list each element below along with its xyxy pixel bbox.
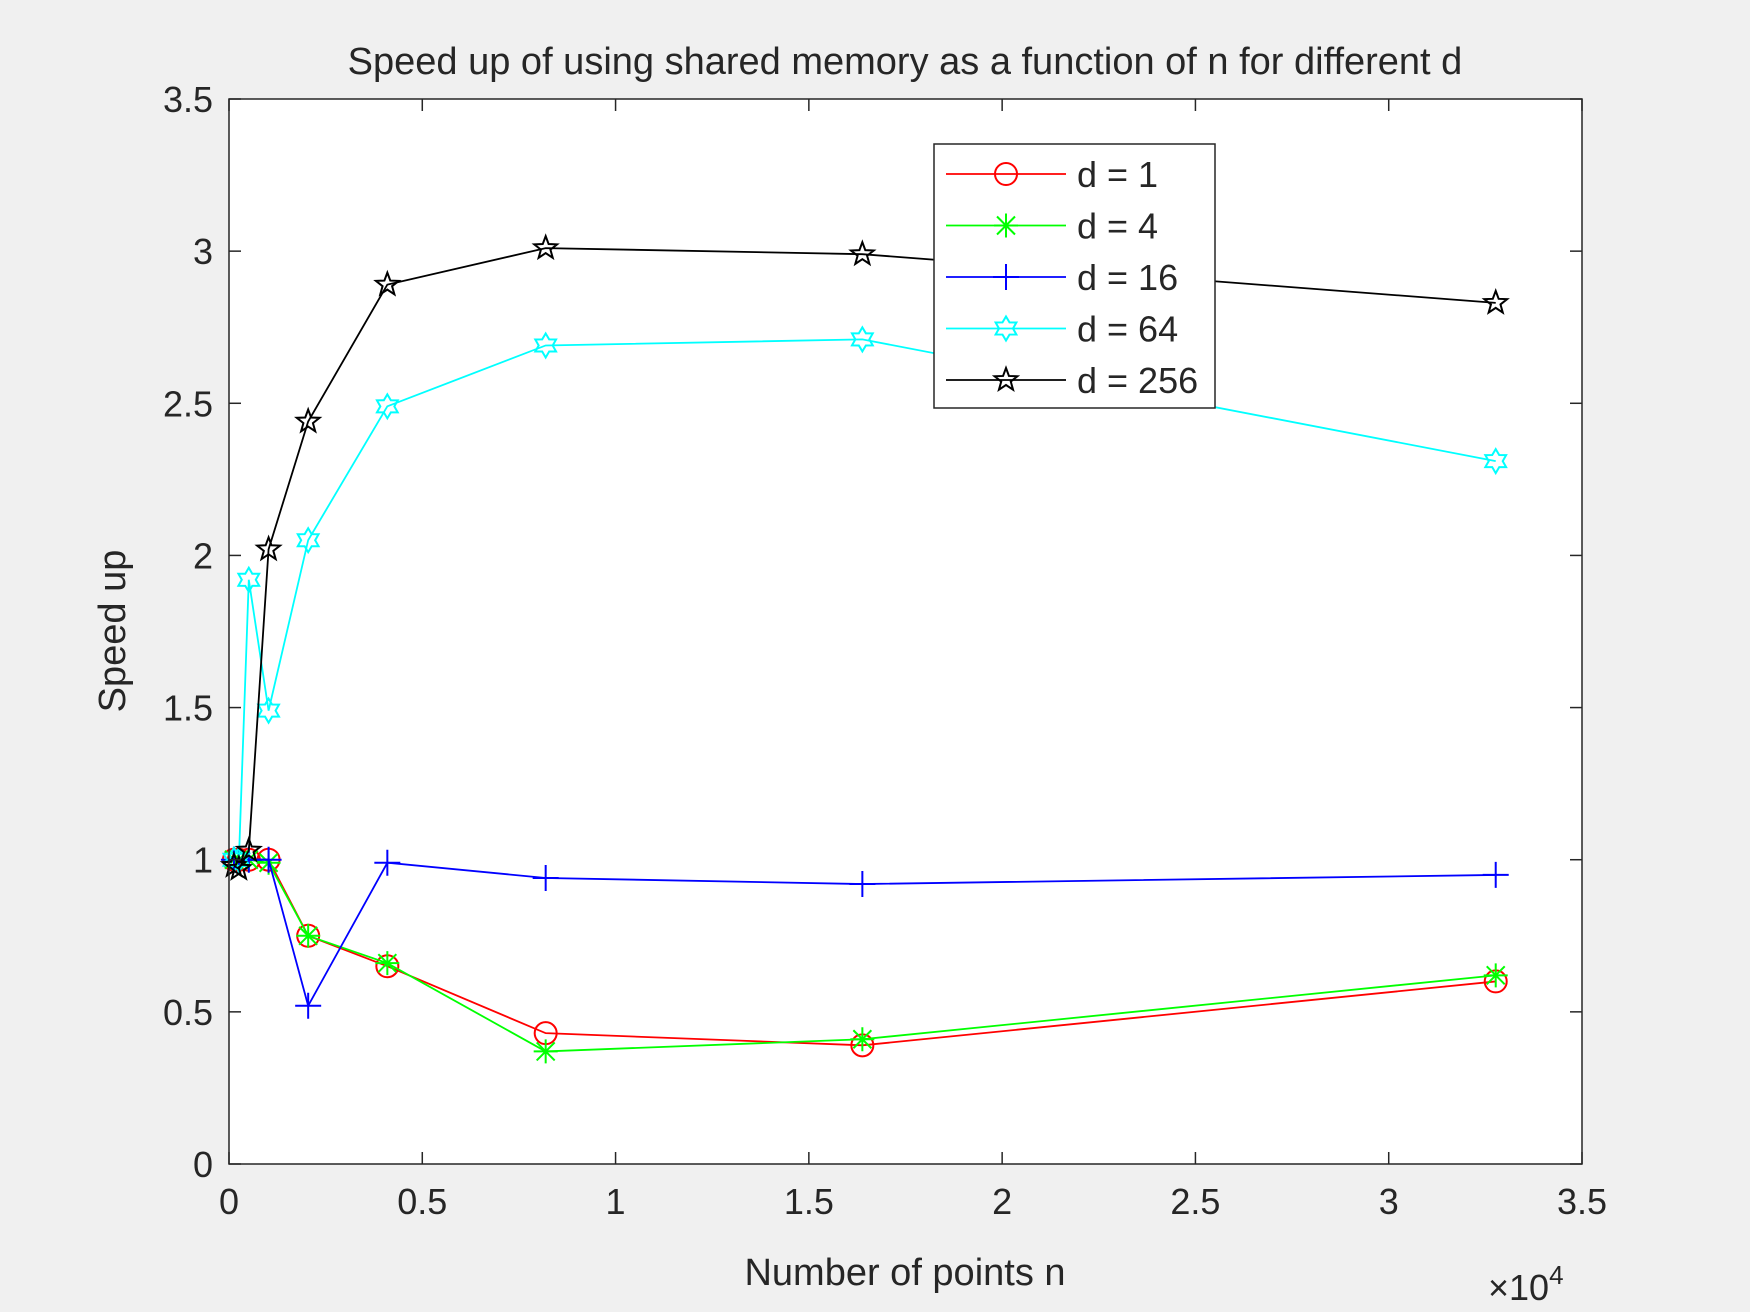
legend-item: d = 64: [946, 309, 1178, 350]
data-point: [1483, 963, 1508, 988]
y-tick-label: 2: [193, 535, 213, 576]
data-point: [532, 864, 559, 891]
data-point: [294, 406, 323, 434]
x-axis-label: Number of points n: [744, 1252, 1065, 1294]
legend-box: [933, 143, 1216, 409]
x-tick-label: 0: [219, 1181, 239, 1222]
data-point: [373, 269, 402, 297]
legend-label: d = 64: [1077, 309, 1178, 350]
data-point: [375, 392, 400, 421]
data-point: [849, 871, 876, 898]
y-tick-label: 2.5: [163, 383, 213, 424]
y-axis-label: Speed up: [92, 550, 134, 713]
data-point: [850, 325, 875, 354]
data-point: [1483, 447, 1508, 476]
data-point: [375, 951, 400, 976]
data-point: [1481, 287, 1510, 315]
data-point: [533, 1039, 558, 1064]
plot-area: [229, 99, 1582, 1164]
y-tick-label: 3: [193, 231, 213, 272]
y-tick-label: 0.5: [163, 992, 213, 1033]
legend: d = 1 d = 4 d = 16 d = 64 d = 256: [933, 143, 1216, 409]
y-tick-label: 1: [193, 840, 213, 881]
data-point: [533, 331, 558, 360]
legend-item: d = 16: [946, 257, 1178, 298]
x-axis-exponent-base: ×10: [1488, 1267, 1549, 1308]
legend-item: d = 1: [946, 154, 1158, 195]
x-axis-exponent-power: 4: [1549, 1260, 1563, 1290]
data-point: [255, 846, 282, 873]
series-layer: [219, 233, 1510, 1064]
data-point: [224, 853, 254, 881]
axes-layer: 0 0.5 1 1.5 2 2.5 3 3.5 0 0.5 1 1.5 2 2.5 3 3.5: [163, 79, 1607, 1222]
data-point: [296, 923, 321, 948]
legend-item: d = 256: [946, 360, 1198, 401]
data-point: [1482, 861, 1509, 888]
x-tick-label: 0.5: [397, 1181, 447, 1222]
legend-marker: [991, 365, 1021, 393]
legend-marker: [994, 162, 1018, 186]
chart-title: Speed up of using shared memory as a fun…: [348, 41, 1463, 83]
data-point: [254, 534, 283, 562]
x-tick-label: 2: [992, 1181, 1012, 1222]
legend-label: d = 16: [1077, 257, 1178, 298]
series-5: [219, 233, 1510, 881]
data-point: [531, 233, 560, 261]
data-point: [236, 565, 261, 594]
legend-item: d = 4: [946, 206, 1158, 247]
legend-label: d = 256: [1077, 360, 1198, 401]
x-tick-label: 2.5: [1170, 1181, 1220, 1222]
data-point: [234, 835, 263, 863]
plot-frame: [228, 98, 1583, 1165]
x-tick-label: 3.5: [1557, 1181, 1607, 1222]
legend-label: d = 4: [1077, 206, 1158, 247]
series-line: [233, 338, 1496, 861]
data-point: [850, 1027, 875, 1052]
legend-marker: [994, 213, 1018, 238]
data-point: [374, 849, 401, 876]
data-point: [296, 526, 321, 555]
legend-marker: [993, 314, 1019, 343]
data-point: [295, 992, 322, 1019]
data-point: [848, 239, 877, 267]
y-tick-label: 1.5: [163, 688, 213, 729]
legend-label: d = 1: [1077, 154, 1158, 195]
legend-marker: [993, 264, 1019, 290]
x-tick-label: 1: [606, 1181, 626, 1222]
y-tick-label: 3.5: [163, 79, 213, 120]
x-tick-label: 1.5: [784, 1181, 834, 1222]
y-tick-label: 0: [193, 1144, 213, 1185]
x-tick-label: 3: [1379, 1181, 1399, 1222]
x-axis-exponent: ×104: [1488, 1260, 1564, 1308]
